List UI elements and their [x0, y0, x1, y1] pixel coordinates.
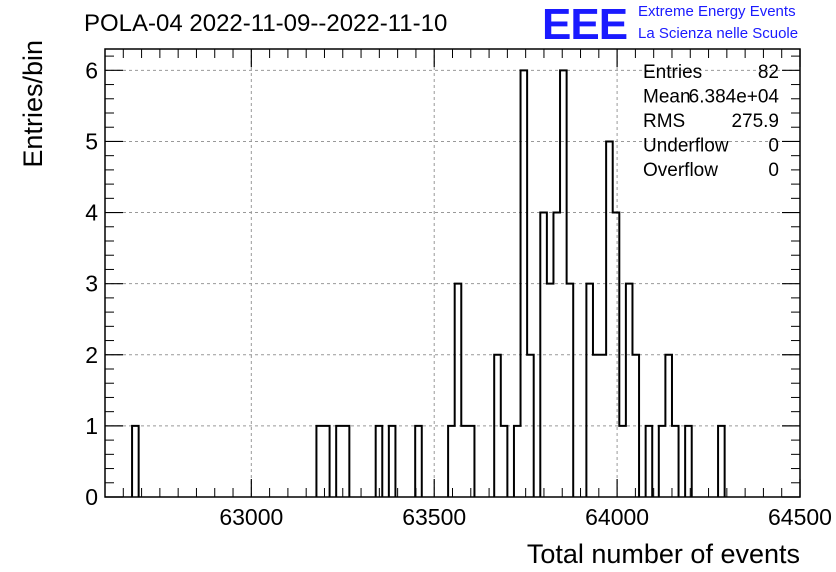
chart-title: POLA-04 2022-11-09--2022-11-10: [84, 10, 448, 37]
logo-line-1: Extreme Energy Events: [638, 3, 796, 20]
y-axis-label: Entries/bin: [18, 40, 48, 168]
stats-label: RMS: [643, 111, 685, 132]
x-tick-label: 64500: [768, 504, 832, 530]
stats-label: Entries: [643, 62, 702, 83]
stats-value: 0: [768, 160, 779, 181]
x-axis-label: Total number of events: [527, 539, 800, 569]
y-tick-label: 3: [85, 271, 98, 297]
y-tick-label: 2: [85, 342, 98, 368]
y-tick-label: 6: [85, 57, 98, 83]
eee-logo-mark: EEE: [542, 0, 628, 49]
stats-label: Underflow: [643, 136, 729, 157]
stats-label: Overflow: [643, 160, 718, 181]
x-tick-label: 64000: [585, 504, 649, 530]
stats-value: 82: [758, 62, 779, 83]
y-tick-label: 4: [85, 200, 98, 226]
stats-value: 6.384e+04: [689, 87, 780, 108]
x-tick-label: 63500: [402, 504, 466, 530]
x-tick-label: 63000: [219, 504, 283, 530]
stats-value: 275.9: [731, 111, 779, 132]
stats-label: Mean: [643, 87, 691, 108]
y-tick-label: 0: [85, 484, 98, 510]
y-tick-label: 5: [85, 128, 98, 154]
axis-ticks: [105, 49, 801, 498]
plot-frame: [104, 48, 801, 498]
histogram-outline: [131, 69, 726, 497]
axis-tick-labels: 0 1 2 3 4 5 6 63000 63500 64000 64500: [85, 57, 832, 530]
stats-value: 0: [768, 136, 779, 157]
grid-lines: [105, 49, 800, 497]
logo-line-2: La Scienza nelle Scuole: [638, 25, 799, 42]
y-tick-label: 1: [85, 413, 98, 439]
